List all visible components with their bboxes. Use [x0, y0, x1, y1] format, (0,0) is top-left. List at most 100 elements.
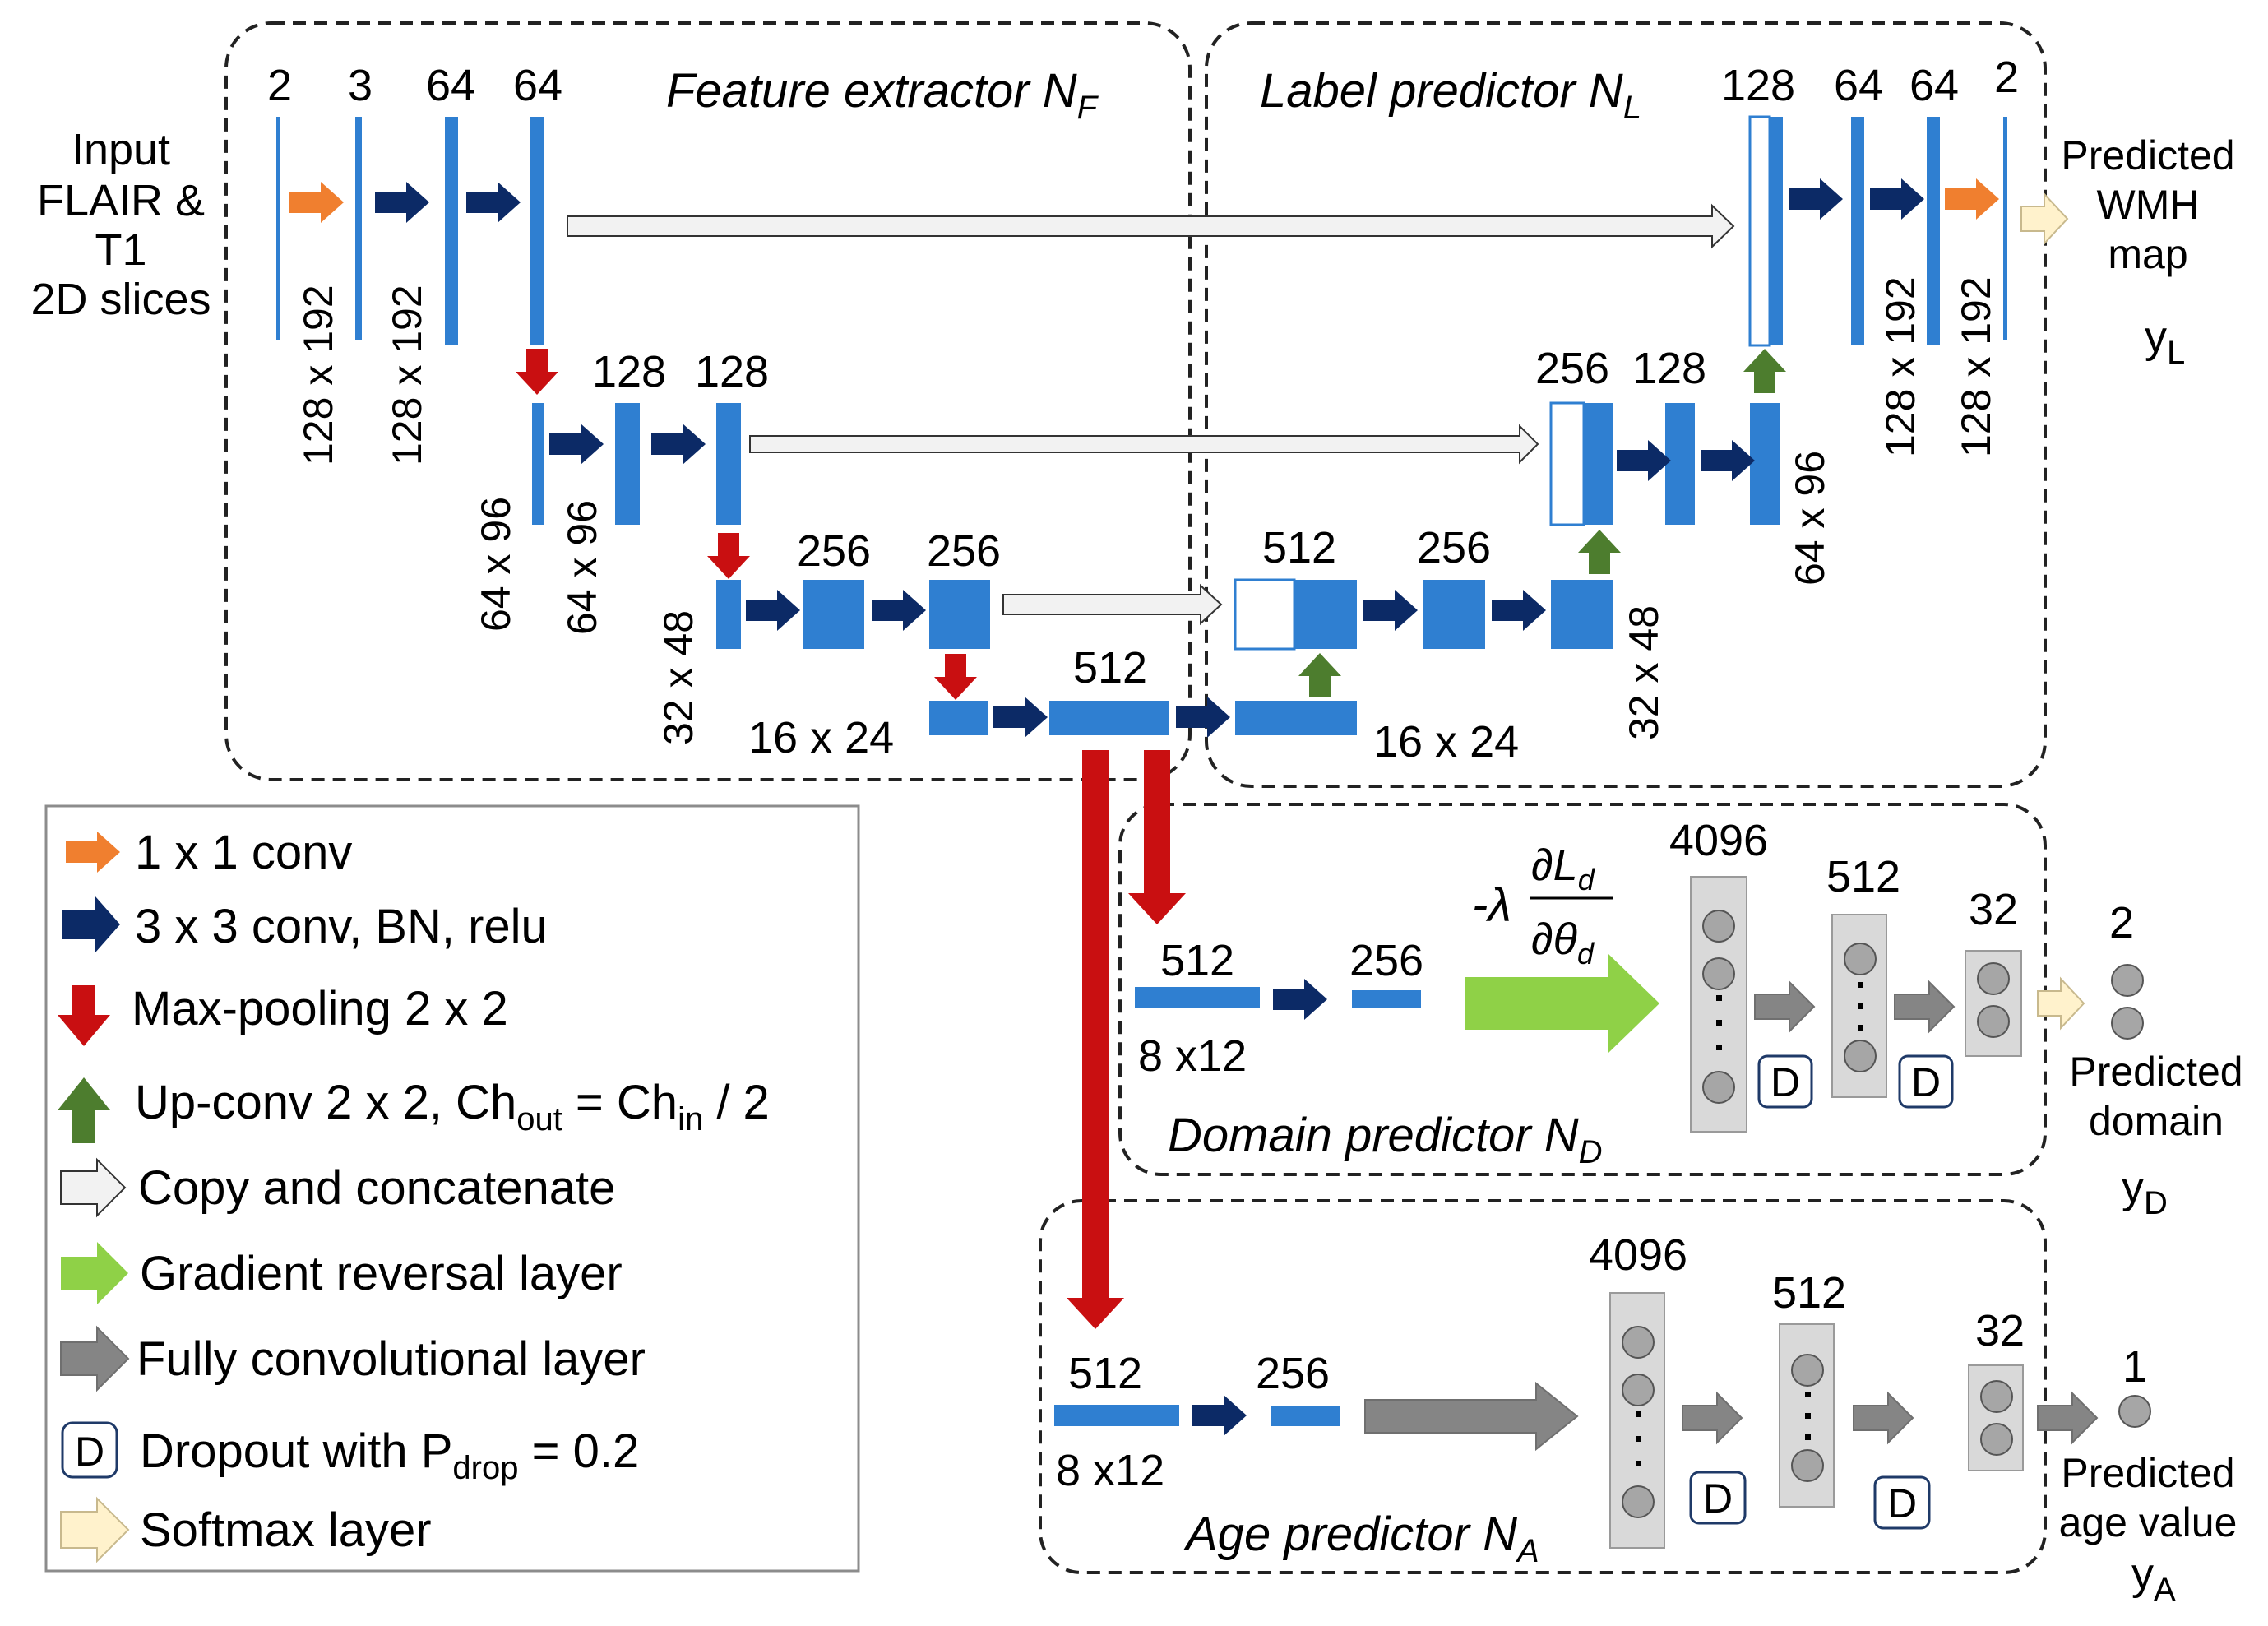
- enc3-ch-1: 256: [797, 526, 871, 576]
- domain-block-2: [1352, 990, 1421, 1008]
- domain-fc2-ch: 512: [1826, 852, 1900, 901]
- enc1-block-2: [355, 117, 362, 340]
- domain-output-text-2: domain: [2089, 1098, 2224, 1144]
- age-block-1: [1054, 1405, 1179, 1426]
- enc2-ch-2: 128: [695, 347, 769, 396]
- age-fc1-node: [1622, 1485, 1655, 1518]
- domain-y-label: yD: [2122, 1163, 2168, 1221]
- bottleneck-ch: 512: [1073, 643, 1147, 693]
- domain-fc2-node: [1844, 943, 1877, 975]
- age-ch-1: 512: [1068, 1349, 1142, 1398]
- age-size: 8 x12: [1056, 1446, 1164, 1495]
- dropout-badge: [1873, 1475, 1931, 1530]
- legend-softmax-icon: [60, 1496, 130, 1563]
- legend-softmax-text: Softmax layer: [140, 1503, 432, 1557]
- dec3-ch-1: 512: [1262, 523, 1336, 572]
- domain-fc1-node: [1702, 910, 1735, 943]
- bottleneck-block-2: [1049, 701, 1169, 735]
- dec1-concat-copy: [1748, 115, 1771, 347]
- dropout-label: D: [1703, 1475, 1733, 1522]
- ellipsis-dot: [1858, 1025, 1863, 1031]
- grl-formula-prefix: -λ: [1472, 878, 1511, 932]
- domain-fc3-node: [1977, 962, 2010, 995]
- domain-output-count: 2: [2109, 898, 2134, 947]
- age-predictor-title: Age predictor NA: [1183, 1508, 1539, 1569]
- domain-output-text-1: Predicted: [2069, 1049, 2243, 1095]
- input-label-line-1: Input: [72, 125, 170, 174]
- legend-dropout-icon-label: D: [75, 1429, 104, 1475]
- feature-extractor-title: Feature extractor NF: [666, 64, 1099, 126]
- enc1-ch-1: 2: [267, 61, 292, 110]
- maxpool-arrow: [516, 349, 558, 395]
- conv3-arrow: [1789, 178, 1843, 220]
- ellipsis-dot: [1805, 1392, 1811, 1397]
- ellipsis-dot: [1858, 1003, 1863, 1009]
- dec3-block-3: [1551, 580, 1613, 649]
- enc1-ch-2: 3: [348, 61, 373, 110]
- enc3-block-3: [929, 580, 990, 649]
- age-fc2-node: [1791, 1354, 1824, 1387]
- dec1-ch-3: 64: [1909, 61, 1959, 110]
- conv3-arrow: [1273, 979, 1327, 1020]
- age-fc2-node: [1791, 1449, 1824, 1482]
- age-output-text-2: age value: [2059, 1499, 2238, 1545]
- bottleneck-block-1: [929, 701, 988, 735]
- legend-conv3-icon: [62, 896, 120, 952]
- input-label-line-3: T1: [95, 225, 146, 275]
- fc-arrow: [1894, 981, 1955, 1032]
- dec2-block-3: [1750, 403, 1780, 525]
- age-fc1-ch: 4096: [1589, 1230, 1687, 1280]
- age-fc2-ch: 512: [1772, 1268, 1846, 1318]
- copy-arrow-l2: [749, 424, 1539, 465]
- conv3-arrow: [466, 182, 521, 223]
- dec3-size: 32 x 48: [1621, 605, 1667, 740]
- output-label-line-2: WMH: [2097, 182, 2200, 228]
- age-fc1-node: [1622, 1374, 1655, 1406]
- enc3-block-2: [803, 580, 864, 649]
- age-output-count: 1: [2122, 1342, 2147, 1392]
- grl-formula-denominator: ∂θd: [1531, 915, 1595, 971]
- conv3-arrow: [1617, 440, 1671, 481]
- enc3-size: 32 x 48: [655, 610, 701, 745]
- legend-fc-icon: [60, 1325, 130, 1392]
- age-ch-2: 256: [1256, 1349, 1330, 1398]
- dec3-concat-up: [1294, 580, 1357, 649]
- age-y-label: yA: [2131, 1550, 2176, 1608]
- dropout-label: D: [1911, 1059, 1941, 1105]
- dec4-block: [1235, 701, 1357, 735]
- age-output-text-1: Predicted: [2061, 1450, 2234, 1496]
- dec2-ch-2: 128: [1632, 344, 1706, 393]
- bottleneck-size: 16 x 24: [748, 713, 894, 762]
- maxpool-arrow-age: [1067, 750, 1124, 1329]
- conv3-arrow: [1870, 178, 1924, 220]
- domain-fc1-ch: 4096: [1669, 816, 1768, 865]
- age-predictor-box: [1039, 1199, 2047, 1574]
- enc3-ch-2: 256: [927, 526, 1001, 576]
- feature-extractor-box: [224, 21, 1192, 781]
- legend-dropout-text: Dropout with Pdrop = 0.2: [140, 1424, 639, 1486]
- legend-conv3-text: 3 x 3 conv, BN, relu: [135, 900, 548, 953]
- dec1-concat-up: [1770, 117, 1783, 345]
- dec3-ch-2: 256: [1417, 523, 1491, 572]
- upconv-arrow: [1578, 530, 1621, 574]
- legend-copy-icon: [60, 1157, 127, 1218]
- ellipsis-dot: [1805, 1413, 1811, 1419]
- conv3-arrow: [651, 424, 706, 465]
- enc2-size-1: 64 x 96: [473, 497, 519, 632]
- maxpool-arrow: [934, 654, 977, 700]
- conv3-arrow: [746, 590, 800, 631]
- ellipsis-dot: [1805, 1434, 1811, 1440]
- maxpool-arrow-domain: [1128, 750, 1186, 924]
- domain-fc1-node: [1702, 957, 1735, 990]
- enc1-block-3: [445, 117, 458, 345]
- ellipsis-dot: [1716, 995, 1722, 1001]
- conv3-arrow: [549, 424, 604, 465]
- maxpool-arrow: [707, 533, 750, 579]
- label-predictor-title: Label predictor NL: [1260, 64, 1641, 126]
- ellipsis-dot: [1636, 1436, 1641, 1442]
- domain-output-node: [2111, 964, 2144, 997]
- domain-fc1-node: [1702, 1071, 1735, 1104]
- dec2-concat-up: [1584, 403, 1613, 525]
- ellipsis-dot: [1636, 1411, 1641, 1417]
